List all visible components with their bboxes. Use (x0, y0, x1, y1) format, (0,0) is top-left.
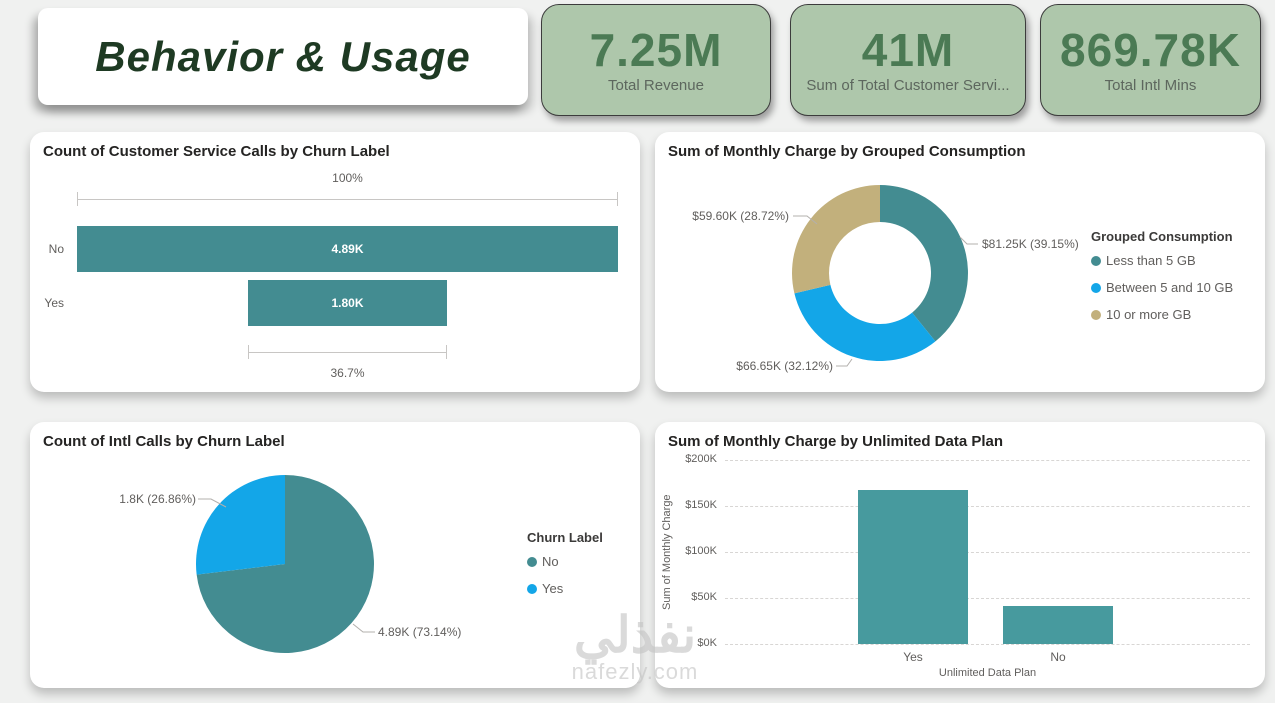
donut-slices (792, 185, 968, 361)
funnel-bottom-bracket (247, 345, 448, 359)
callout-leader-line (198, 498, 227, 508)
legend-item-10-or-more-gb[interactable]: 10 or more GB (1091, 307, 1233, 322)
chart-title: Sum of Monthly Charge by Grouped Consump… (668, 143, 1026, 160)
gridline (725, 460, 1250, 461)
kpi-label: Sum of Total Customer Servi... (806, 76, 1010, 94)
callout-leader-line (793, 215, 818, 225)
legend-item-yes[interactable]: Yes (527, 581, 603, 596)
column-bar-no[interactable] (1003, 606, 1113, 644)
x-axis-tick-label: Yes (903, 650, 923, 664)
legend-item-less-than-5gb[interactable]: Less than 5 GB (1091, 253, 1233, 268)
kpi-value: 41M (861, 23, 955, 76)
legend-dot (527, 556, 537, 567)
x-axis-tick-label: No (1050, 650, 1066, 664)
kpi-value: 7.25M (589, 23, 723, 76)
funnel-bar-value-label: 4.89K (331, 242, 364, 256)
legend-item-label: Yes (542, 581, 564, 596)
slice-no[interactable] (196, 475, 375, 653)
legend-item-label: Less than 5 GB (1106, 253, 1196, 268)
funnel-bar-no[interactable]: 4.89K (77, 226, 618, 272)
y-axis-tick-label: $200K (685, 453, 717, 465)
kpi-card-intl-mins[interactable]: 869.78K Total Intl Mins (1040, 4, 1261, 116)
legend-item-no[interactable]: No (527, 554, 603, 569)
donut-callout-tan: $59.60K (28.72%) (692, 209, 789, 223)
donut-callout-teal: $81.25K (39.15%) (982, 237, 1079, 251)
pie-chart (196, 475, 375, 653)
funnel-bottom-percent: 36.7% (330, 366, 365, 380)
donut-callout-blue: $66.65K (32.12%) (736, 359, 833, 373)
y-axis-tick-label: $50K (691, 591, 717, 603)
callout-leader-line (352, 623, 375, 633)
pie-slices (196, 475, 375, 653)
funnel-top-bracket (77, 192, 618, 206)
pie-callout-yes: 1.8K (26.86%) (119, 492, 196, 506)
pie-callout-no: 4.89K (73.14%) (378, 625, 462, 639)
chart-title: Count of Intl Calls by Churn Label (43, 433, 285, 450)
column-chart-card: Sum of Monthly Charge by Unlimited Data … (655, 422, 1265, 688)
legend-item-between-5-10gb[interactable]: Between 5 and 10 GB (1091, 280, 1233, 295)
slice-between-5-and-10-gb[interactable] (794, 284, 936, 361)
column-plot: Yes No (725, 460, 1250, 664)
legend-title: Grouped Consumption (1091, 229, 1233, 244)
slice-yes[interactable] (196, 475, 285, 575)
callout-leader-line (836, 358, 853, 367)
dashboard-title-card: Behavior & Usage (38, 8, 528, 105)
pie-legend: Churn Label No Yes (527, 530, 603, 608)
donut-legend: Grouped Consumption Less than 5 GB Betwe… (1091, 229, 1233, 334)
y-axis-tick-label: $100K (685, 545, 717, 557)
x-axis-title: Unlimited Data Plan (938, 667, 1037, 679)
legend-item-label: 10 or more GB (1106, 307, 1192, 322)
callout-leader-line (959, 236, 978, 245)
funnel-category-label: Yes (44, 296, 64, 310)
y-axis-tick-label: $0K (697, 637, 717, 649)
legend-dot (527, 583, 537, 594)
chart-title: Sum of Monthly Charge by Unlimited Data … (668, 433, 1004, 450)
legend-dot (1091, 255, 1101, 266)
kpi-label: Total Intl Mins (1104, 76, 1197, 94)
legend-dot (1091, 309, 1101, 320)
column-bar-yes[interactable] (858, 490, 968, 644)
gridline (725, 598, 1250, 599)
chart-title: Count of Customer Service Calls by Churn… (43, 143, 390, 160)
funnel-bar-value-label: 1.80K (331, 296, 364, 310)
legend-title: Churn Label (527, 530, 603, 545)
gridline (725, 552, 1250, 553)
y-axis-labels: $200K $150K $100K $50K $0K (669, 453, 717, 649)
page-title: Behavior & Usage (95, 32, 471, 80)
gridline (725, 644, 1250, 645)
y-axis-tick-label: $150K (685, 499, 717, 511)
legend-item-label: Between 5 and 10 GB (1106, 280, 1234, 295)
slice-10-or-more-gb[interactable] (792, 185, 880, 294)
kpi-label: Total Revenue (608, 76, 704, 94)
legend-dot (1091, 282, 1101, 293)
gridline (725, 506, 1250, 507)
legend-item-label: No (542, 554, 559, 569)
donut-chart (792, 185, 978, 367)
funnel-category-label: No (48, 242, 64, 256)
funnel-bar-yes[interactable]: 1.80K (247, 280, 448, 326)
slice-less-than-5-gb[interactable] (880, 185, 968, 342)
kpi-card-total-revenue[interactable]: 7.25M Total Revenue (541, 4, 771, 116)
funnel-top-percent: 100% (332, 171, 363, 185)
kpi-value: 869.78K (1060, 23, 1241, 76)
pie-chart-card: Count of Intl Calls by Churn Label 1.8K … (30, 422, 640, 688)
donut-chart-card: Sum of Monthly Charge by Grouped Consump… (655, 132, 1265, 392)
kpi-card-customer-service[interactable]: 41M Sum of Total Customer Servi... (790, 4, 1026, 116)
funnel-chart-card: Count of Customer Service Calls by Churn… (30, 132, 640, 392)
